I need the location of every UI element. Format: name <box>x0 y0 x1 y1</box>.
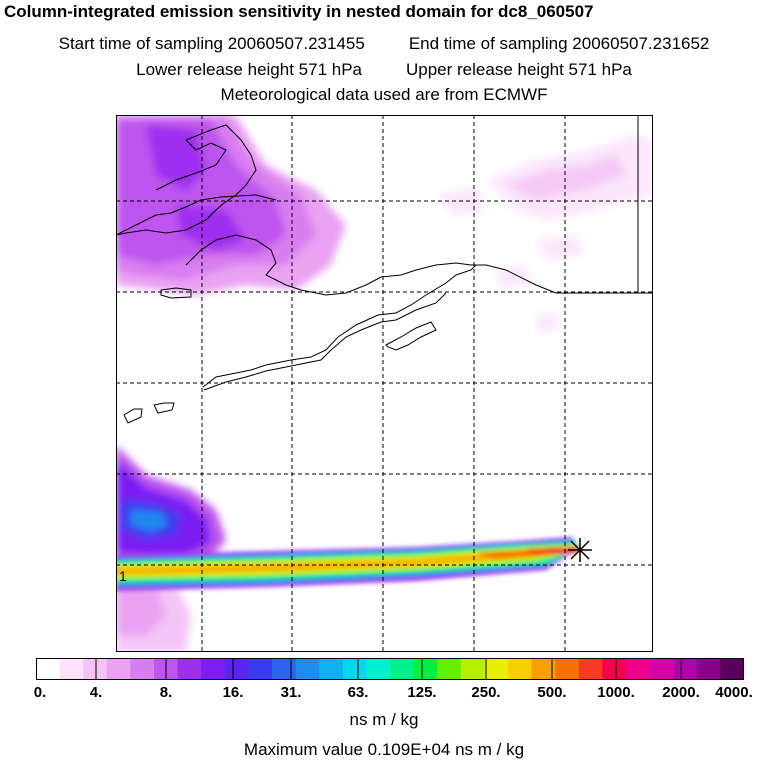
lat-lon-gridlines <box>116 115 653 652</box>
sensitivity-field-upper-left <box>116 115 346 295</box>
colorbar-tick-label: 1000. <box>597 684 635 701</box>
colorbar-cell <box>248 658 273 680</box>
colorbar-cell <box>319 658 344 680</box>
colorbar-cell <box>295 658 320 680</box>
upper-height-label: Upper release height 571 hPa <box>406 60 632 79</box>
release-marker-label: 1 <box>119 568 127 584</box>
colorbar-tick-label: 0. <box>33 684 47 701</box>
map-title: Column-integrated emission sensitivity i… <box>4 2 594 21</box>
colorbar <box>36 658 744 680</box>
colorbar-cell <box>36 658 61 680</box>
sensitivity-field-upper-right <box>436 135 653 332</box>
maximum-value-label: Maximum value 0.109E+04 ns m / kg <box>243 740 525 759</box>
colorbar-cell <box>106 658 131 680</box>
colorbar-cell <box>484 658 509 680</box>
map-border <box>116 115 653 652</box>
colorbar-cell <box>59 658 84 680</box>
colorbar-cell <box>342 658 367 680</box>
colorbar-tick-label: 63. <box>347 684 369 701</box>
colorbar-cell <box>720 658 744 680</box>
colorbar-cell <box>366 658 391 680</box>
colorbar-cell <box>626 658 651 680</box>
colorbar-tick-label: 4000. <box>715 684 753 701</box>
colorbar-cell <box>531 658 556 680</box>
sensitivity-map: 1 <box>116 115 653 652</box>
colorbar-tick-label: 8. <box>159 684 173 701</box>
colorbar-cell <box>673 658 698 680</box>
colorbar-cell <box>602 658 627 680</box>
colorbar-cell <box>437 658 462 680</box>
colorbar-cell <box>413 658 438 680</box>
release-heights: Lower release height 571 hPa Upper releas… <box>0 60 768 80</box>
colorbar-tick-label: 125. <box>407 684 437 701</box>
colorbar-cell <box>460 658 485 680</box>
colorbar-cell <box>696 658 721 680</box>
colorbar-unit: ns m / kg <box>349 710 419 729</box>
colorbar-cell <box>649 658 674 680</box>
end-time-label: End time of sampling 20060507.231652 <box>408 34 710 53</box>
sensitivity-plume <box>116 537 581 591</box>
release-point-star-icon <box>568 538 592 562</box>
colorbar-cell <box>201 658 226 680</box>
colorbar-cell <box>555 658 580 680</box>
colorbar-cell <box>272 658 297 680</box>
colorbar-cell <box>177 658 202 680</box>
met-data-label: Meteorological data used are from ECMWF <box>220 85 548 104</box>
colorbar-tick-label: 16. <box>222 684 244 701</box>
sensitivity-field-lower-left <box>116 445 226 652</box>
colorbar-tick-label: 500. <box>537 684 567 701</box>
colorbar-cell <box>508 658 533 680</box>
colorbar-tick-label: 250. <box>471 684 501 701</box>
colorbar-tick-label: 2000. <box>662 684 700 701</box>
colorbar-cell <box>578 658 603 680</box>
colorbar-cell <box>390 658 415 680</box>
colorbar-cell <box>224 658 249 680</box>
sampling-times: Start time of sampling 20060507.231455 En… <box>0 34 768 54</box>
coastlines <box>116 115 653 424</box>
lower-height-label: Lower release height 571 hPa <box>136 60 362 79</box>
colorbar-tick-label: 4. <box>89 684 103 701</box>
colorbar-cell <box>130 658 155 680</box>
colorbar-cell <box>83 658 108 680</box>
colorbar-tick-label: 31. <box>280 684 302 701</box>
start-time-label: Start time of sampling 20060507.231455 <box>58 34 365 53</box>
